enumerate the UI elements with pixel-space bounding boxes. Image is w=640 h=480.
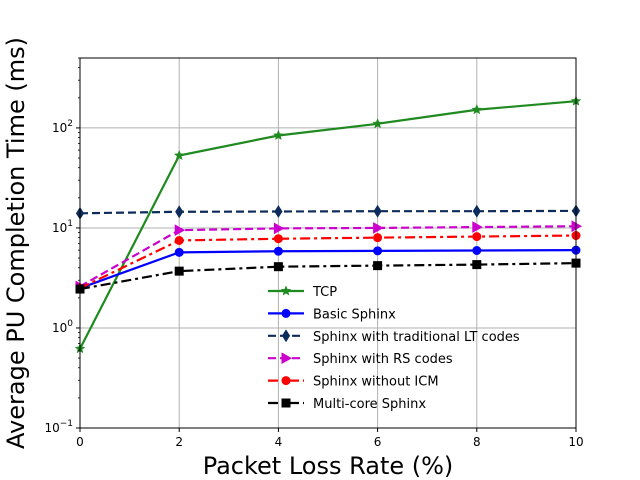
series-layer: [74, 95, 583, 354]
x-tick-label: 10: [568, 435, 583, 449]
legend-item: Multi-core Sphinx: [268, 397, 426, 412]
data-point: [373, 261, 383, 271]
data-point: [472, 245, 482, 255]
series-2: [75, 204, 581, 220]
y-axis-ticks: 10−1 100 101 102: [44, 57, 80, 435]
y-tick-label: 100: [52, 319, 73, 335]
x-axis-label: Packet Loss Rate (%): [203, 452, 454, 480]
plot-background: [80, 58, 576, 428]
data-point: [472, 221, 483, 233]
x-axis-ticks: 0 2 4 6 8 10: [76, 428, 584, 449]
legend-label: Sphinx without ICM: [313, 375, 439, 390]
x-tick-label: 0: [76, 435, 84, 449]
data-point: [273, 246, 283, 256]
data-point: [175, 205, 184, 219]
legend-label: Basic Sphinx: [313, 307, 396, 322]
series-line: [79, 234, 577, 290]
data-point: [273, 222, 285, 235]
legend-item: TCP: [268, 285, 337, 300]
data-point: [173, 149, 185, 161]
legend-item: Sphinx with traditional LT codes: [268, 329, 520, 345]
legend-label: Multi-core Sphinx: [313, 397, 426, 412]
legend-item: Sphinx with RS codes: [268, 352, 453, 367]
x-tick-label: 4: [275, 435, 283, 449]
data-point: [273, 262, 283, 272]
series-line: [79, 209, 577, 215]
data-point: [174, 247, 184, 257]
data-point: [273, 234, 283, 244]
series-0: [74, 95, 582, 354]
plot-frame: [79, 57, 577, 429]
series-line: [79, 100, 577, 350]
data-point: [472, 204, 481, 218]
series-line: [79, 249, 577, 290]
data-point: [472, 232, 482, 242]
data-point: [174, 266, 184, 276]
data-point: [373, 233, 383, 243]
series-line: [79, 262, 577, 291]
x-tick-label: 2: [175, 435, 183, 449]
legend-marker: [281, 352, 293, 365]
legend-marker: [281, 308, 291, 318]
y-tick-label: 10−1: [44, 419, 73, 435]
x-tick-label: 6: [374, 435, 382, 449]
data-point: [472, 260, 482, 270]
legend-label: Sphinx with RS codes: [313, 352, 453, 367]
y-tick-label: 101: [52, 219, 73, 235]
data-point: [174, 235, 184, 245]
x-tick-label: 8: [473, 435, 481, 449]
legend-item: Sphinx without ICM: [268, 375, 439, 390]
legend-marker: [281, 329, 291, 343]
series-4: [75, 231, 581, 293]
data-point: [373, 222, 384, 234]
data-point: [373, 204, 382, 218]
data-point: [373, 246, 383, 256]
legend-marker: [281, 376, 291, 386]
legend-label: Sphinx with traditional LT codes: [313, 330, 520, 345]
legend-marker: [281, 398, 291, 408]
legend-label: TCP: [312, 285, 337, 300]
legend: TCP Basic Sphinx Sphinx with traditional L…: [268, 285, 520, 412]
data-point: [174, 224, 186, 237]
data-point: [273, 129, 284, 141]
data-point: [372, 118, 383, 129]
y-tick-label: 102: [52, 119, 73, 135]
data-point: [274, 205, 283, 218]
y-axis-label: Average PU Completion Time (ms): [2, 37, 30, 449]
legend-marker: [280, 285, 292, 296]
legend-item: Basic Sphinx: [268, 307, 396, 322]
data-point: [471, 104, 483, 115]
